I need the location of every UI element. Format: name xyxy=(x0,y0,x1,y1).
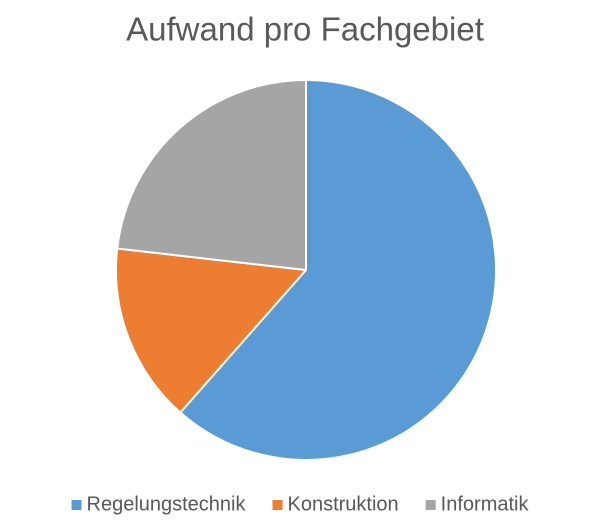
legend-label: Informatik xyxy=(441,493,530,515)
pie-slice xyxy=(116,79,307,271)
legend-label: Regelungstechnik xyxy=(87,493,247,515)
pie-slice xyxy=(115,247,307,414)
legend-label: Konstruktion xyxy=(288,493,399,515)
legend-swatch xyxy=(272,500,283,510)
pie-slice xyxy=(179,79,497,461)
chart-title: Aufwand pro Fachgebiet xyxy=(126,11,484,48)
legend-swatch xyxy=(425,500,436,510)
legend-swatch xyxy=(71,500,82,510)
